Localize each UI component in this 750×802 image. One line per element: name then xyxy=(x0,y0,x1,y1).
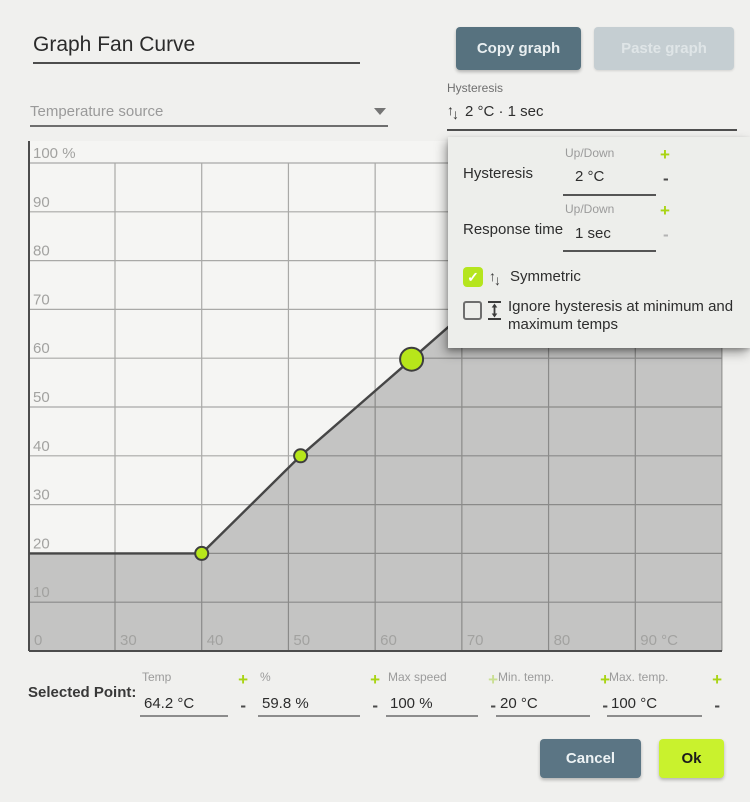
field-underline xyxy=(140,715,228,717)
field-underline xyxy=(386,715,478,717)
hysteresis-field[interactable]: ↑↓ 2 °C · 1 sec xyxy=(447,101,544,122)
y-tick-label: 80 xyxy=(33,243,50,260)
selected-point-field-max-speed: Max speed +100 % - xyxy=(384,667,500,719)
y-tick-label: 30 xyxy=(33,487,50,504)
dialog-title-underline xyxy=(33,62,360,64)
increment-button[interactable]: + xyxy=(660,201,670,220)
popup-row-label: Hysteresis xyxy=(463,165,534,182)
selected-point-field-%: % +59.8 % - xyxy=(256,667,382,719)
checkmark-icon: ✓ xyxy=(467,268,479,285)
temperature-source-underline xyxy=(30,125,388,127)
y-tick-label: 100 % xyxy=(33,145,76,162)
curve-point-selected[interactable] xyxy=(399,346,425,372)
x-tick-label: 40 xyxy=(207,632,224,649)
increment-button[interactable]: + xyxy=(238,670,248,689)
up-down-arrows-icon: ↑↓ xyxy=(489,268,501,288)
y-tick-label: 60 xyxy=(33,340,50,357)
y-tick-label: 40 xyxy=(33,438,50,455)
x-tick-label: 0 xyxy=(34,632,42,649)
field-label: Temp xyxy=(142,670,172,684)
field-value[interactable]: 59.8 % xyxy=(262,695,309,712)
symmetric-checkbox[interactable]: ✓ xyxy=(463,267,483,287)
field-label: Max speed xyxy=(388,670,447,684)
field-value[interactable]: 64.2 °C xyxy=(144,695,195,712)
popup-row-value[interactable]: 2 °C xyxy=(575,168,605,185)
field-underline xyxy=(258,715,360,717)
x-tick-label: 50 xyxy=(293,632,310,649)
y-tick-label: 10 xyxy=(33,584,50,601)
field-underline xyxy=(496,715,590,717)
decrement-button[interactable]: - xyxy=(602,696,608,715)
decrement-button[interactable]: - xyxy=(663,225,669,244)
x-tick-label: 60 xyxy=(380,632,397,649)
hysteresis-field-value: 2 °C · 1 sec xyxy=(465,103,544,120)
field-underline xyxy=(607,715,702,717)
symmetric-checkbox-label: Symmetric xyxy=(510,268,581,285)
curve-point[interactable] xyxy=(194,545,210,561)
x-tick-label: 90 °C xyxy=(640,632,678,649)
field-label: % xyxy=(260,670,271,684)
selected-point-field-min-temp-: Min. temp. +20 °C - xyxy=(494,667,612,719)
decrement-button[interactable]: - xyxy=(490,696,496,715)
x-tick-label: 70 xyxy=(467,632,484,649)
popup-row-label: Response time xyxy=(463,221,564,238)
selected-point-label: Selected Point: xyxy=(28,684,137,701)
increment-button[interactable]: + xyxy=(600,670,610,689)
popup-row-value[interactable]: 1 sec xyxy=(575,225,611,242)
field-label: Min. temp. xyxy=(498,670,555,684)
y-tick-label: 90 xyxy=(33,194,50,211)
decrement-button[interactable]: - xyxy=(240,696,246,715)
hysteresis-popup: Hysteresis Up/Down 2 °C + - Response time Up/D… xyxy=(448,137,750,348)
paste-graph-button[interactable]: Paste graph xyxy=(594,27,734,70)
ok-button[interactable]: Ok xyxy=(659,739,724,778)
ignore-hysteresis-checkbox[interactable] xyxy=(463,301,482,320)
y-tick-label: 50 xyxy=(33,389,50,406)
decrement-button[interactable]: - xyxy=(663,169,669,188)
y-tick-label: 70 xyxy=(33,291,50,308)
y-tick-label: 20 xyxy=(33,535,50,552)
selected-point-field-temp: Temp +64.2 °C - xyxy=(138,667,250,719)
decrement-button[interactable]: - xyxy=(714,696,720,715)
x-tick-label: 80 xyxy=(554,632,571,649)
field-underline xyxy=(563,194,656,196)
field-value[interactable]: 20 °C xyxy=(500,695,538,712)
hysteresis-field-underline xyxy=(447,129,737,131)
up-down-arrows-icon: ↑↓ xyxy=(447,101,459,122)
selected-point-field-max-temp-: Max. temp. +100 °C - xyxy=(605,667,724,719)
cancel-button[interactable]: Cancel xyxy=(540,739,641,778)
increment-button[interactable]: + xyxy=(488,670,498,689)
popup-row-sublabel: Up/Down xyxy=(565,146,615,160)
vertical-align-icon xyxy=(488,301,501,320)
ignore-hysteresis-checkbox-label: Ignore hysteresis at minimum and maximum… xyxy=(508,298,734,333)
decrement-button[interactable]: - xyxy=(372,696,378,715)
increment-button[interactable]: + xyxy=(712,670,722,689)
popup-row-sublabel: Up/Down xyxy=(565,202,615,216)
chevron-down-icon[interactable] xyxy=(374,108,386,115)
field-label: Max. temp. xyxy=(609,670,669,684)
field-underline xyxy=(563,250,656,252)
increment-button[interactable]: + xyxy=(370,670,380,689)
x-tick-label: 30 xyxy=(120,632,137,649)
increment-button[interactable]: + xyxy=(660,145,670,164)
temperature-source-dropdown[interactable]: Temperature source xyxy=(30,103,164,120)
curve-point[interactable] xyxy=(293,448,309,464)
dialog-title: Graph Fan Curve xyxy=(33,33,196,56)
field-value[interactable]: 100 % xyxy=(390,695,433,712)
field-value[interactable]: 100 °C xyxy=(611,695,658,712)
hysteresis-field-label: Hysteresis xyxy=(447,81,504,95)
copy-graph-button[interactable]: Copy graph xyxy=(456,27,581,70)
